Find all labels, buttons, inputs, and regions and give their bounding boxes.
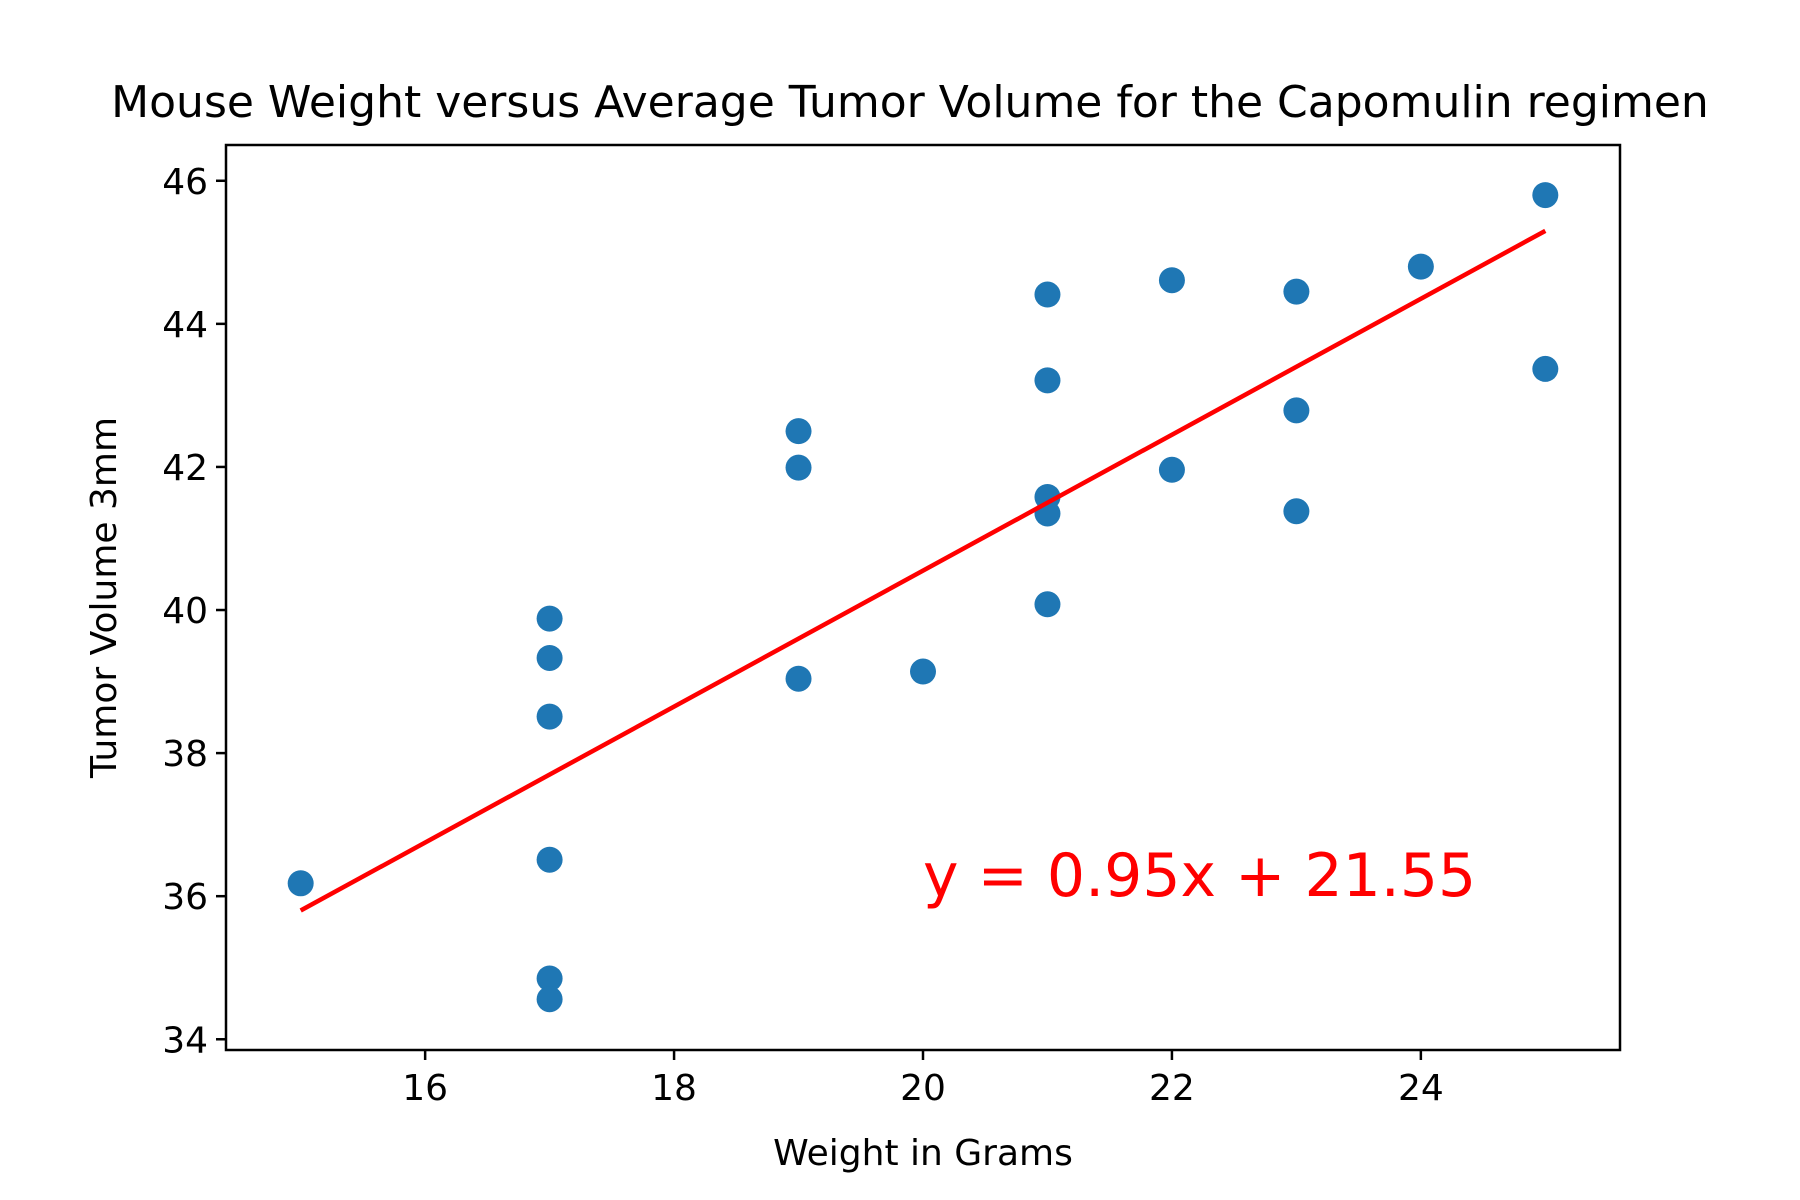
y-tick-label: 46 [162,162,208,203]
data-point [1034,367,1061,394]
data-point [1283,397,1310,424]
x-axis-label: Weight in Grams [773,1133,1073,1174]
data-point [1283,278,1310,305]
plot-frame [224,143,1622,1052]
data-point [536,986,563,1013]
y-tick-label: 34 [162,1020,208,1061]
data-point [1034,281,1061,308]
y-tick-label: 42 [162,448,208,489]
data-point [1158,456,1185,483]
data-point [1532,182,1559,209]
data-point [1158,267,1185,294]
data-point [536,605,563,632]
y-tick-label: 38 [162,734,208,775]
y-axis-label: Tumor Volume 3mm [84,417,125,779]
y-tick-label: 40 [162,591,208,632]
y-tick-label: 44 [162,305,208,346]
data-point [536,846,563,873]
y-tick-label: 36 [162,877,208,918]
data-point [1532,355,1559,382]
x-tick-label: 24 [1398,1068,1444,1109]
data-point [1283,498,1310,525]
data-point [785,665,812,692]
x-tick-label: 18 [651,1068,697,1109]
x-tick-label: 20 [900,1068,946,1109]
data-point [536,644,563,671]
regression-equation: y = 0.95x + 21.55 [923,841,1476,911]
axes: 16 18 20 22 24 34 36 38 40 42 44 46 [162,162,1444,1109]
data-point [910,658,936,685]
data-point [287,870,314,897]
x-tick-label: 22 [1149,1068,1195,1109]
data-point [536,703,563,730]
data-point [785,418,812,445]
plot-area [287,182,1559,1013]
data-point [1407,253,1434,280]
regression-line [299,228,1547,913]
data-point [1034,591,1061,618]
data-point [785,454,812,481]
x-tick-label: 16 [402,1068,448,1109]
data-point [536,965,563,992]
chart-title: Mouse Weight versus Average Tumor Volume… [111,77,1709,128]
